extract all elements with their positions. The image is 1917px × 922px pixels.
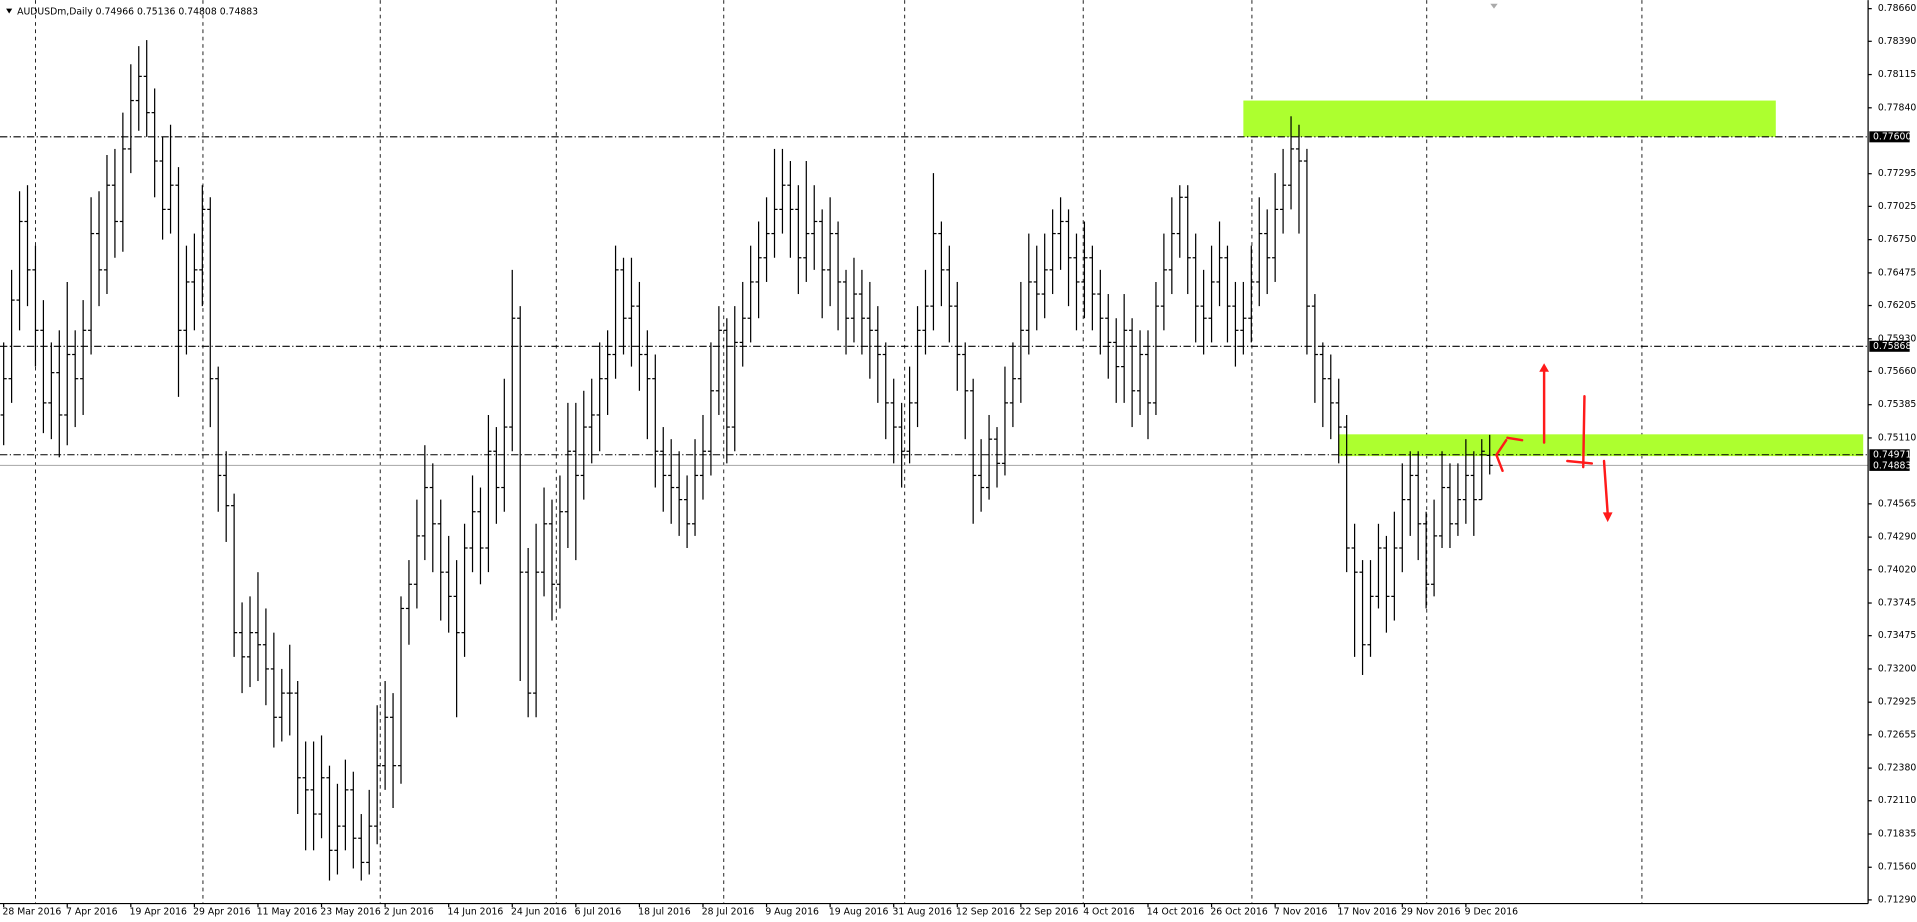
x-tick-label: 19 Aug 2016 bbox=[829, 907, 889, 918]
y-tick-label: 0.75385 bbox=[1878, 399, 1916, 410]
hand-mark bbox=[1582, 394, 1586, 469]
y-tick-label: 0.71290 bbox=[1878, 894, 1916, 905]
y-tick-label: 0.77840 bbox=[1878, 102, 1916, 113]
level-box bbox=[1869, 131, 1910, 143]
x-tick-label: 9 Aug 2016 bbox=[765, 907, 819, 918]
y-tick-label: 0.72655 bbox=[1878, 729, 1916, 740]
x-tick-label: 9 Dec 2016 bbox=[1465, 907, 1518, 918]
menu-arrow bbox=[6, 8, 13, 14]
y-tick-label: 0.76750 bbox=[1878, 234, 1916, 245]
symbol: AUDUSDm,Daily bbox=[17, 6, 93, 17]
level-box bbox=[1869, 449, 1910, 461]
x-tick-label: 7 Apr 2016 bbox=[66, 907, 118, 918]
y-tick-label: 0.71560 bbox=[1878, 862, 1916, 873]
level-label: 0.77600 bbox=[1873, 132, 1911, 143]
x-tick-label: 24 Jun 2016 bbox=[511, 907, 567, 918]
y-tick-label: 0.78390 bbox=[1878, 36, 1916, 47]
y-tick-label: 0.73475 bbox=[1878, 630, 1916, 641]
x-tick-label: 11 May 2016 bbox=[257, 907, 318, 918]
arrow-down bbox=[1602, 459, 1609, 515]
x-tick-label: 14 Jun 2016 bbox=[447, 907, 503, 918]
header: AUDUSDm,Daily 0.74966 0.75136 0.74808 0.… bbox=[17, 6, 258, 17]
x-tick-label: 29 Nov 2016 bbox=[1401, 907, 1461, 918]
x-tick-label: 28 Mar 2016 bbox=[2, 907, 61, 918]
x-tick-label: 14 Oct 2016 bbox=[1147, 907, 1204, 918]
hand-mark bbox=[1566, 459, 1594, 465]
price-label: 0.74883 bbox=[1873, 460, 1911, 471]
x-tick-label: 28 Jul 2016 bbox=[702, 907, 755, 918]
y-tick-label: 0.75930 bbox=[1878, 333, 1916, 344]
y-tick-label: 0.76205 bbox=[1878, 300, 1916, 311]
y-tick-label: 0.74020 bbox=[1878, 564, 1916, 575]
y-tick-label: 0.77295 bbox=[1878, 168, 1916, 179]
y-tick-label: 0.71835 bbox=[1878, 828, 1916, 839]
level-label: 0.74971 bbox=[1873, 450, 1911, 461]
x-tick-label: 7 Nov 2016 bbox=[1274, 907, 1328, 918]
x-tick-label: 31 Aug 2016 bbox=[892, 907, 952, 918]
y-tick-label: 0.73745 bbox=[1878, 598, 1916, 609]
level-label: 0.75868 bbox=[1873, 341, 1911, 352]
y-tick-label: 0.73200 bbox=[1878, 663, 1916, 674]
y-tick-label: 0.78115 bbox=[1878, 69, 1916, 80]
y-tick-label: 0.74565 bbox=[1878, 498, 1916, 509]
scroll-marker bbox=[1490, 3, 1498, 9]
price-box bbox=[1869, 459, 1910, 471]
arrow-head bbox=[1602, 512, 1613, 523]
x-tick-label: 23 May 2016 bbox=[320, 907, 381, 918]
zone bbox=[1338, 434, 1864, 457]
x-tick-label: 29 Apr 2016 bbox=[193, 907, 250, 918]
close: 0.74883 bbox=[220, 6, 258, 17]
y-tick-label: 0.75110 bbox=[1878, 432, 1916, 443]
x-tick-label: 4 Oct 2016 bbox=[1083, 907, 1135, 918]
x-tick-label: 12 Sep 2016 bbox=[956, 907, 1015, 918]
x-tick-label: 2 Jun 2016 bbox=[384, 907, 434, 918]
y-tick-label: 0.77025 bbox=[1878, 201, 1916, 212]
y-tick-label: 0.75660 bbox=[1878, 366, 1916, 377]
arrow-head bbox=[1539, 363, 1550, 372]
x-tick-label: 6 Jul 2016 bbox=[575, 907, 622, 918]
y-tick-label: 0.74290 bbox=[1878, 532, 1916, 543]
annotations bbox=[1495, 368, 1609, 515]
hand-mark bbox=[1495, 438, 1508, 473]
x-tick-label: 18 Jul 2016 bbox=[638, 907, 691, 918]
x-tick-label: 22 Sep 2016 bbox=[1020, 907, 1079, 918]
high: 0.75136 bbox=[137, 6, 175, 17]
x-tick-label: 17 Nov 2016 bbox=[1337, 907, 1397, 918]
y-tick-label: 0.72925 bbox=[1878, 697, 1916, 708]
hand-mark bbox=[1506, 436, 1524, 442]
level-box bbox=[1869, 340, 1910, 352]
zone bbox=[1243, 100, 1776, 137]
y-tick-label: 0.76475 bbox=[1878, 267, 1916, 278]
open: 0.74966 bbox=[96, 6, 134, 17]
y-tick-label: 0.72380 bbox=[1878, 763, 1916, 774]
y-tick-label: 0.78660 bbox=[1878, 3, 1916, 14]
low: 0.74808 bbox=[178, 6, 216, 17]
x-tick-label: 19 Apr 2016 bbox=[130, 907, 187, 918]
x-tick-label: 26 Oct 2016 bbox=[1210, 907, 1267, 918]
y-tick-label: 0.72110 bbox=[1878, 795, 1916, 806]
